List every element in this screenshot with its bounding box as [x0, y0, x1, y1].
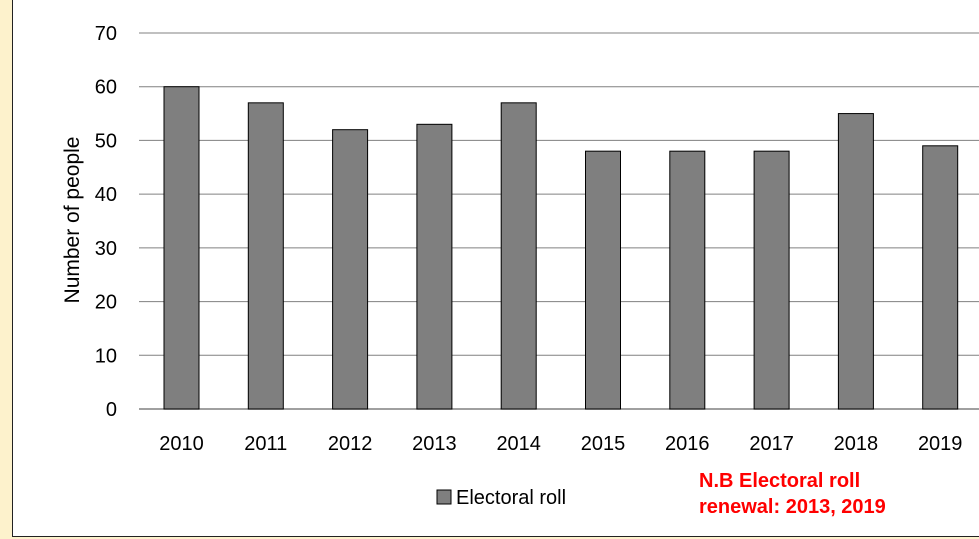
- y-tick-label: 30: [95, 238, 117, 260]
- legend-swatch: [436, 489, 452, 505]
- x-tick-label: 2011: [244, 433, 287, 455]
- x-tick-label: 2019: [918, 433, 963, 455]
- y-tick-label: 0: [106, 399, 117, 421]
- bar-2014: [500, 102, 537, 410]
- x-tick-label: 2015: [581, 433, 626, 455]
- x-tick-labels: 2010 2011 2012 2013 2014 2015 2016 2017 2018 2019: [159, 433, 962, 455]
- bar-2012: [332, 129, 369, 410]
- x-tick-label: 2012: [328, 433, 373, 455]
- y-tick-label: 60: [95, 77, 117, 99]
- y-axis-label: Number of people: [61, 137, 84, 304]
- chart-frame: 0 10 20 30 40 50 60 70 2010 2011 2012 2013 2014 2015…: [12, 0, 979, 537]
- bar-2017: [753, 150, 790, 410]
- annotation-note: N.B Electoral roll renewal: 2013, 2019: [699, 470, 886, 518]
- legend-label: Electoral roll: [456, 487, 566, 509]
- x-tick-label: 2013: [412, 433, 457, 455]
- bar-2013: [416, 123, 453, 410]
- bars: [163, 86, 959, 410]
- x-tick-label: 2018: [834, 433, 879, 455]
- y-tick-label: 20: [95, 292, 117, 314]
- bar-2011: [247, 102, 284, 410]
- legend: Electoral roll: [436, 487, 566, 509]
- x-tick-label: 2017: [749, 433, 794, 455]
- y-tick-label: 10: [95, 345, 117, 367]
- bar-2015: [585, 150, 621, 410]
- bar-2018: [837, 113, 874, 410]
- bar-2016: [669, 150, 706, 410]
- x-tick-label: 2016: [665, 433, 710, 455]
- y-tick-label: 40: [95, 184, 117, 206]
- bar-2019: [922, 145, 959, 410]
- y-tick-labels: 0 10 20 30 40 50 60 70: [95, 23, 117, 421]
- y-tick-label: 50: [95, 130, 117, 152]
- bar-chart: 0 10 20 30 40 50 60 70 2010 2011 2012 2013 2014 2015…: [61, 23, 979, 509]
- bar-2010: [163, 86, 200, 410]
- y-tick-label: 70: [95, 23, 117, 45]
- x-tick-label: 2010: [159, 433, 204, 455]
- x-tick-label: 2014: [496, 433, 541, 455]
